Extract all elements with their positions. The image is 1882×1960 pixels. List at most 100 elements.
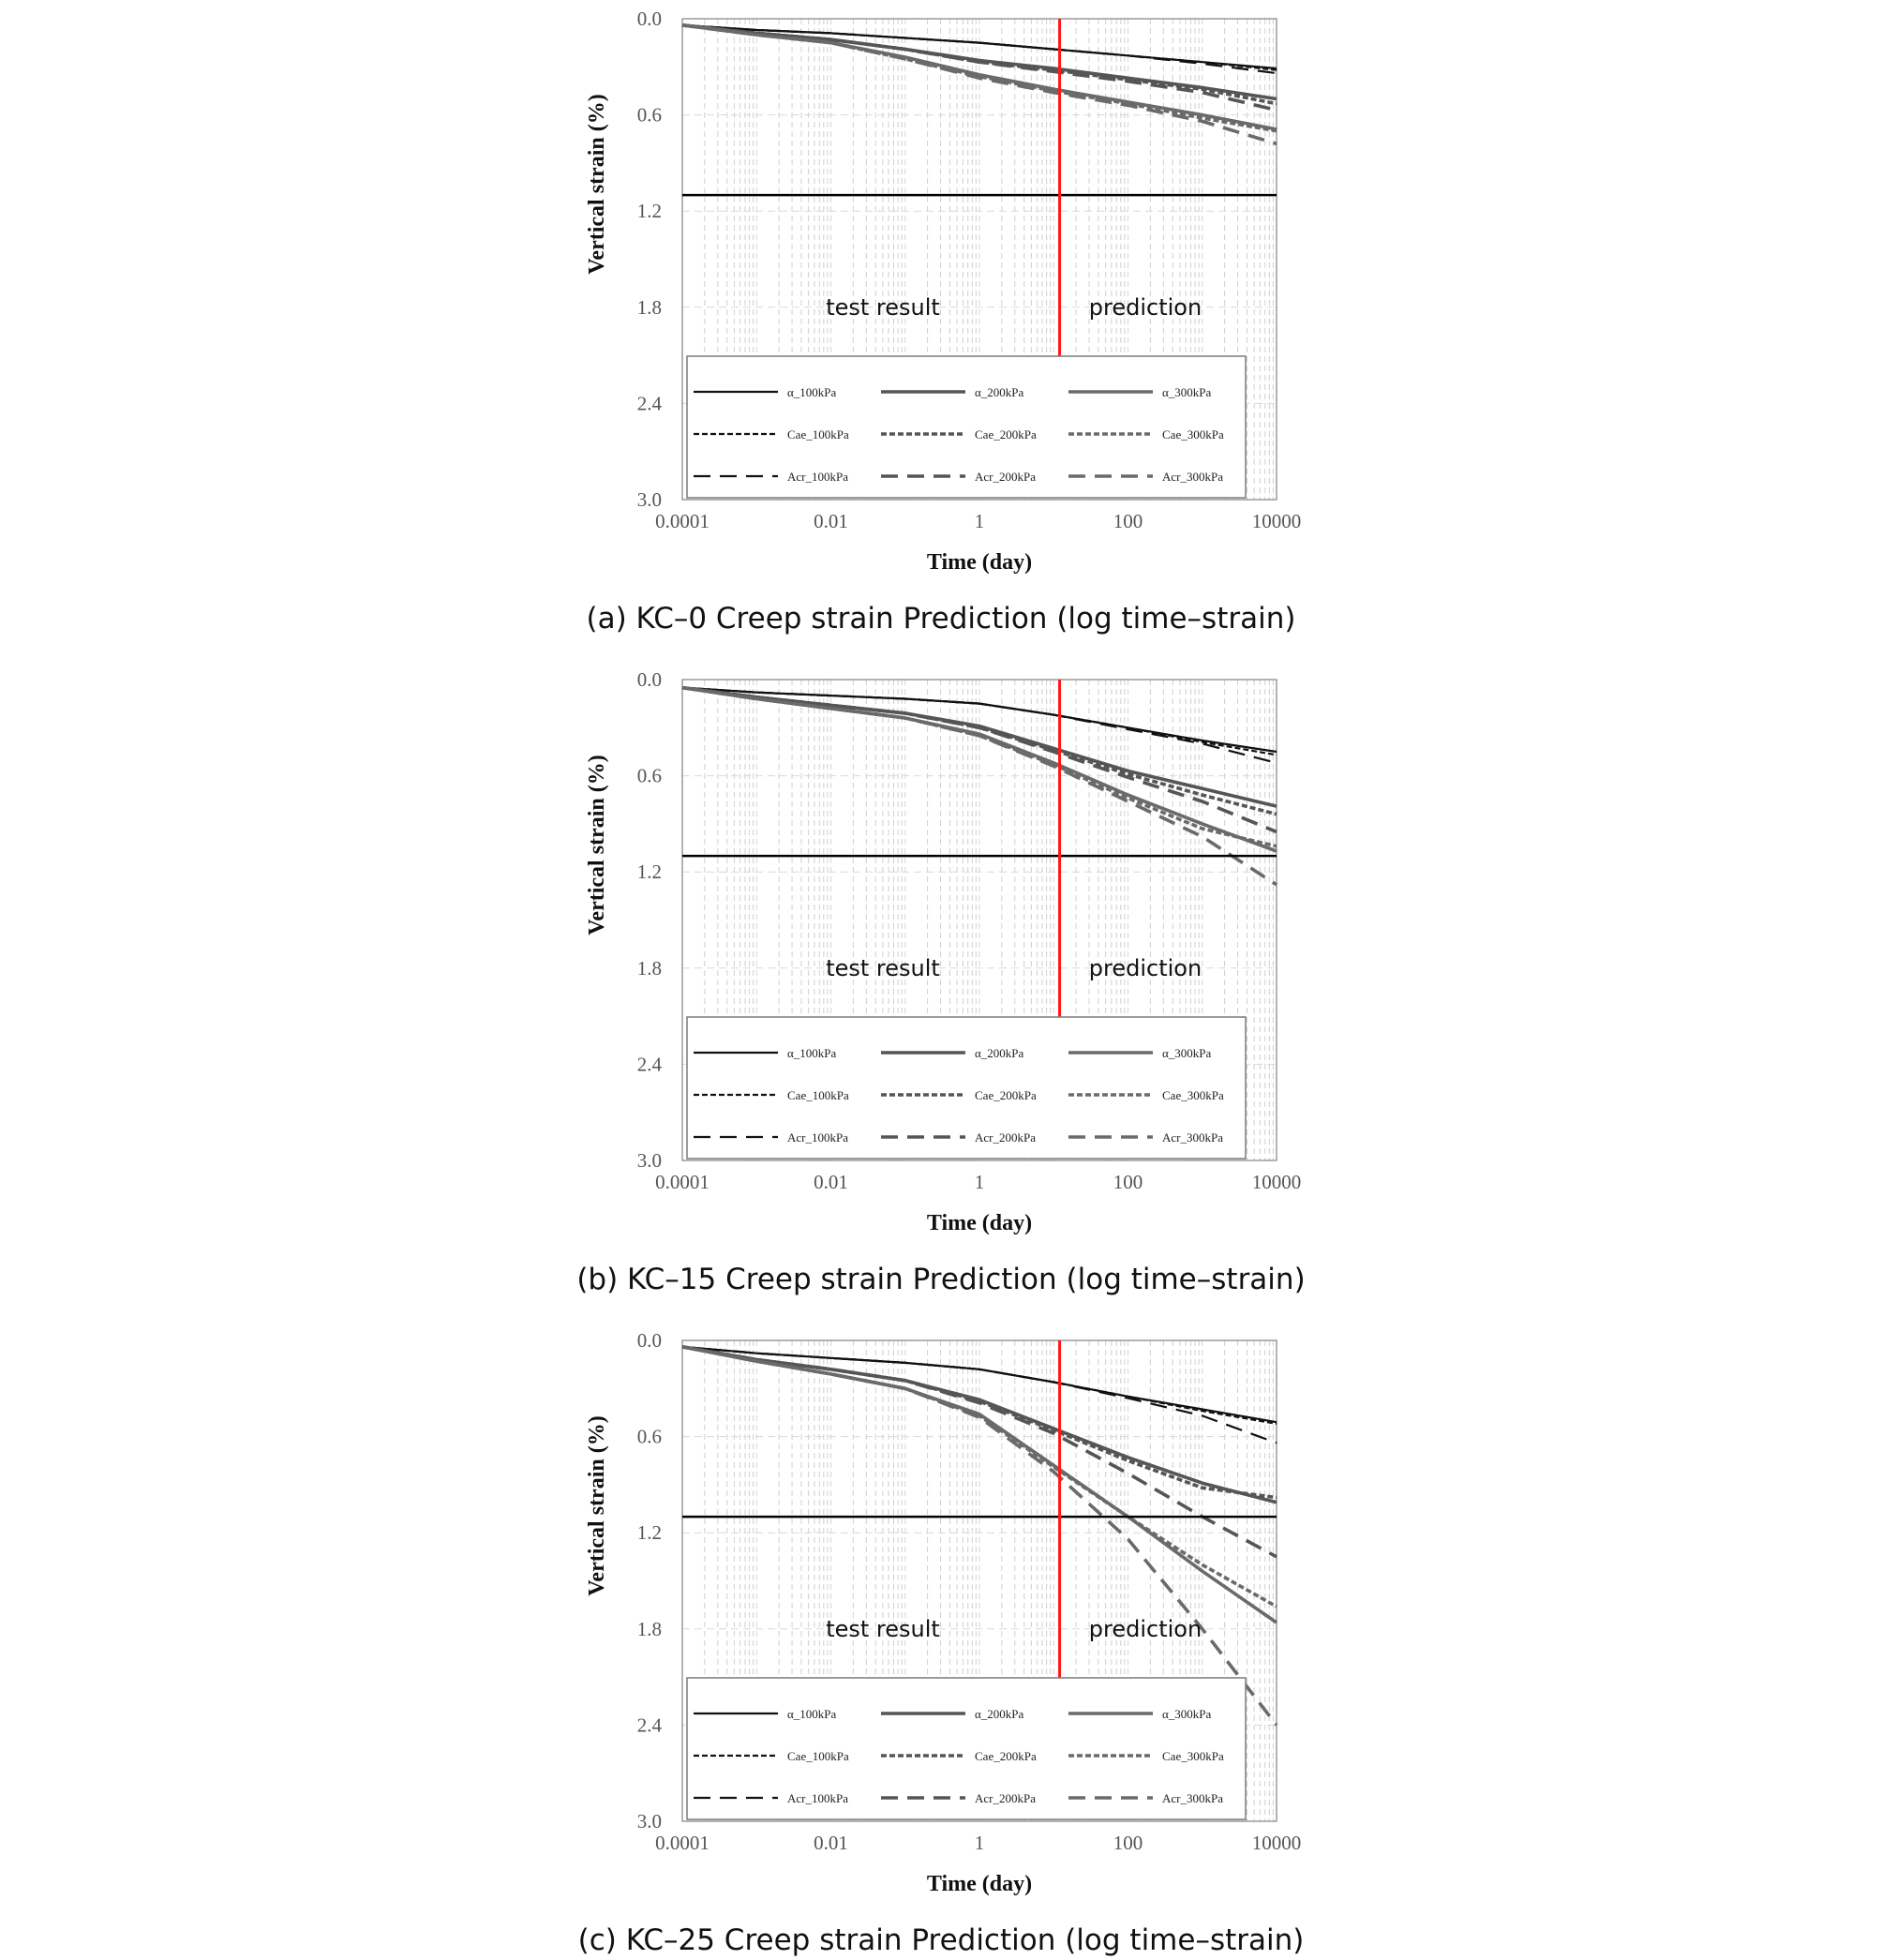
x-axis-title: Time (day) <box>927 1211 1032 1235</box>
legend-label: Cae_100kPa <box>787 427 849 441</box>
y-tick-label: 0.0 <box>637 668 662 691</box>
x-axis-title: Time (day) <box>927 550 1032 575</box>
chart-c-caption: (c) KC–25 Creep strain Prediction (log t… <box>577 1923 1305 1957</box>
legend-label: α_100kPa <box>787 385 837 399</box>
legend-label: Acr_200kPa <box>975 1130 1036 1145</box>
plot-frame <box>681 679 1277 1161</box>
y-tick-label: 1.2 <box>637 860 662 883</box>
x-tick-label: 1 <box>975 1171 985 1193</box>
legend-label: Acr_100kPa <box>787 470 848 484</box>
y-tick-label: 1.8 <box>637 296 662 319</box>
region-label-prediction: prediction <box>1089 1616 1202 1642</box>
legend-box <box>686 1677 1247 1820</box>
legend-label: α_100kPa <box>787 1046 837 1060</box>
chart-a-caption: (a) KC–0 Creep strain Prediction (log ti… <box>586 602 1296 636</box>
region-label-test-result: test result <box>826 955 940 981</box>
y-tick-label: 3.0 <box>637 1810 662 1833</box>
legend-label: Acr_100kPa <box>787 1130 848 1145</box>
series-line-Acr-200kPa <box>681 23 1277 112</box>
x-tick-label: 0.0001 <box>655 1171 709 1193</box>
x-tick-label: 10000 <box>1252 510 1302 532</box>
x-axis-title: Time (day) <box>927 1872 1032 1896</box>
legend-label: Cae_300kPa <box>1162 1749 1224 1763</box>
legend-label: α_300kPa <box>1162 1707 1212 1721</box>
series-line-Acr-300kPa <box>681 23 1277 146</box>
y-axis-title: Vertical strain (%) <box>585 94 609 274</box>
y-tick-label: 1.2 <box>637 200 662 222</box>
series-line---300kPa <box>681 23 1277 131</box>
y-axis-title: Vertical strain (%) <box>585 1415 609 1595</box>
y-axis-title: Vertical strain (%) <box>585 755 609 935</box>
legend-label: Cae_100kPa <box>787 1749 849 1763</box>
legend-label: α_100kPa <box>787 1707 837 1721</box>
y-tick-label: 1.8 <box>637 957 662 980</box>
y-tick-label: 0.6 <box>637 765 662 787</box>
y-tick-label: 0.0 <box>637 1329 662 1352</box>
series-line-Cae-200kPa <box>681 1345 1277 1500</box>
y-tick-label: 0.6 <box>637 1426 662 1448</box>
legend-label: Acr_300kPa <box>1162 1791 1223 1805</box>
x-tick-label: 0.0001 <box>655 510 709 532</box>
legend-label: α_200kPa <box>975 1707 1024 1721</box>
x-tick-label: 0.01 <box>814 1832 848 1854</box>
region-label-prediction: prediction <box>1089 955 1202 981</box>
x-tick-label: 0.01 <box>814 1171 848 1193</box>
y-tick-label: 2.4 <box>637 1713 663 1736</box>
region-label-test-result: test result <box>826 294 940 321</box>
x-tick-label: 1 <box>975 1832 985 1854</box>
series-line-Acr-100kPa <box>681 23 1277 75</box>
legend-label: α_200kPa <box>975 385 1024 399</box>
x-tick-label: 1 <box>975 510 985 532</box>
region-label-test-result: test result <box>826 1616 940 1642</box>
y-tick-label: 2.4 <box>637 1053 663 1075</box>
chart-c-plot: 0.0 0.6 1.2 1.8 2.4 3.00.0001 0.01 1 100 10000 Tim… <box>585 1329 1302 1896</box>
series-line-Acr-100kPa <box>681 686 1277 764</box>
legend-label: α_300kPa <box>1162 385 1212 399</box>
y-tick-label: 2.4 <box>637 392 663 414</box>
legend-label: α_200kPa <box>975 1046 1024 1060</box>
legend-label: Cae_200kPa <box>975 427 1037 441</box>
x-tick-label: 100 <box>1113 1171 1143 1193</box>
legend-label: Cae_300kPa <box>1162 1088 1224 1102</box>
y-tick-label: 3.0 <box>637 1149 662 1172</box>
x-tick-label: 10000 <box>1252 1832 1302 1854</box>
x-tick-label: 100 <box>1113 510 1143 532</box>
x-tick-label: 100 <box>1113 1832 1143 1854</box>
region-label-prediction: prediction <box>1089 294 1202 321</box>
y-tick-label: 0.6 <box>637 104 662 127</box>
chart-panel-a: 0.0 0.6 1.2 1.8 2.4 3.0 0.0001 0.01 1 100 10000 Tim… <box>572 0 1322 600</box>
chart-a-plot: 0.0 0.6 1.2 1.8 2.4 3.00.0001 0.01 1 100 10000 Tim… <box>585 7 1302 575</box>
legend-label: Acr_200kPa <box>975 470 1036 484</box>
legend-label: Acr_300kPa <box>1162 1130 1223 1145</box>
y-tick-label: 1.2 <box>637 1521 662 1544</box>
legend-label: Cae_300kPa <box>1162 427 1224 441</box>
series-line-Acr-200kPa <box>681 685 1277 834</box>
y-tick-label: 3.0 <box>637 488 662 511</box>
legend-label: α_300kPa <box>1162 1046 1212 1060</box>
legend-label: Cae_200kPa <box>975 1088 1037 1102</box>
plot-frame <box>681 1339 1277 1822</box>
series-line-Acr-300kPa <box>681 685 1277 887</box>
series-line-Cae-300kPa <box>681 1345 1277 1608</box>
chart-panel-c: 0.0 0.6 1.2 1.8 2.4 3.0 0.0001 0.01 1 100 10000 Tim… <box>572 1322 1322 1922</box>
legend-label: Acr_300kPa <box>1162 470 1223 484</box>
chart-b-plot: 0.0 0.6 1.2 1.8 2.4 3.00.0001 0.01 1 100 10000 Tim… <box>585 668 1302 1235</box>
legend-box <box>686 1016 1247 1160</box>
legend-label: Cae_200kPa <box>975 1749 1037 1763</box>
y-tick-label: 1.8 <box>637 1618 662 1640</box>
y-tick-label: 0.0 <box>637 7 662 30</box>
legend-label: Acr_200kPa <box>975 1791 1036 1805</box>
x-tick-label: 0.01 <box>814 510 848 532</box>
x-tick-label: 0.0001 <box>655 1832 709 1854</box>
series-line-Acr-100kPa <box>681 1345 1277 1444</box>
chart-b-caption: (b) KC–15 Creep strain Prediction (log t… <box>576 1263 1306 1296</box>
x-tick-label: 10000 <box>1252 1171 1302 1193</box>
chart-panel-b: 0.0 0.6 1.2 1.8 2.4 3.0 0.0001 0.01 1 100 10000 Tim… <box>572 661 1322 1261</box>
legend-label: Cae_100kPa <box>787 1088 849 1102</box>
legend-label: Acr_100kPa <box>787 1791 848 1805</box>
series-line---200kPa <box>681 1345 1277 1504</box>
series-line-Cae-300kPa <box>681 685 1277 848</box>
legend-box <box>686 355 1247 499</box>
plot-frame <box>681 18 1277 501</box>
series-line-Acr-200kPa <box>681 1345 1277 1559</box>
